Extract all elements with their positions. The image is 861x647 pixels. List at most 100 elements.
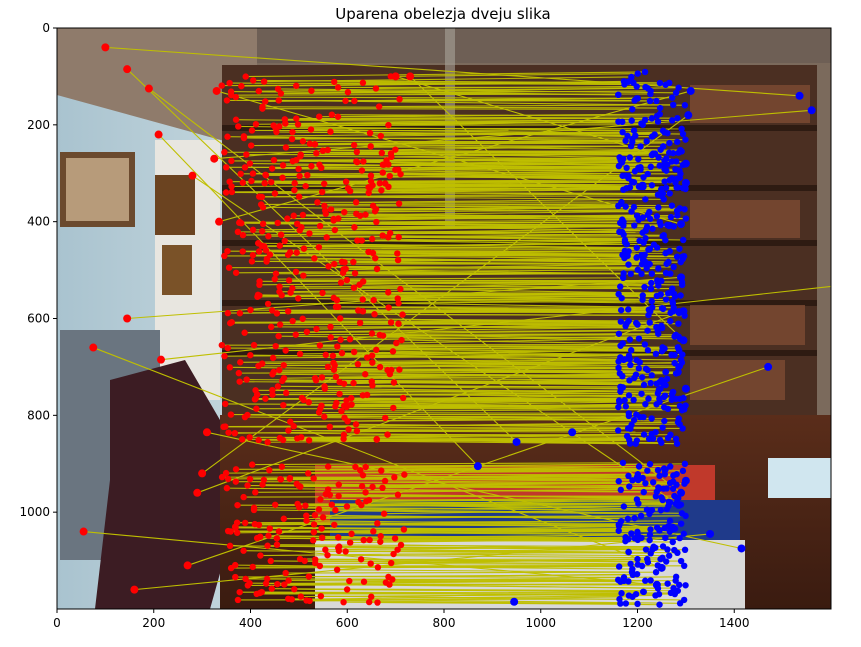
right-keypoint xyxy=(615,162,623,170)
right-keypoint xyxy=(655,265,662,272)
left-keypoint xyxy=(224,344,231,352)
left-keypoint xyxy=(289,128,296,136)
match-line xyxy=(390,73,638,77)
left-keypoint xyxy=(248,127,256,134)
match-line xyxy=(398,169,667,172)
right-keypoint xyxy=(663,558,670,565)
left-keypoint xyxy=(359,296,366,303)
left-keypoint xyxy=(300,245,308,252)
left-keypoint xyxy=(310,475,317,482)
right-keypoint xyxy=(657,507,665,514)
left-keypoint xyxy=(370,296,377,304)
right-keypoint xyxy=(648,182,656,189)
left-keypoint xyxy=(332,373,340,381)
left-keypoint xyxy=(254,240,262,247)
left-keypoint xyxy=(368,330,376,337)
right-keypoint xyxy=(643,264,650,272)
left-keypoint xyxy=(366,598,373,606)
left-keypoint xyxy=(183,561,192,570)
left-keypoint xyxy=(296,172,303,180)
left-keypoint xyxy=(224,475,232,483)
left-keypoint xyxy=(261,179,268,187)
right-keypoint xyxy=(681,159,690,168)
left-keypoint xyxy=(389,348,397,355)
right-keypoint xyxy=(633,212,641,219)
left-keypoint xyxy=(248,177,255,185)
left-keypoint xyxy=(228,188,236,196)
match-line xyxy=(255,489,621,493)
left-keypoint xyxy=(382,414,389,422)
match-line xyxy=(289,478,638,481)
right-keypoint xyxy=(625,472,632,480)
match-line xyxy=(265,249,649,251)
right-keypoint xyxy=(632,132,639,139)
left-keypoint xyxy=(295,193,303,200)
left-keypoint xyxy=(401,471,408,478)
right-keypoint xyxy=(642,480,649,487)
match-line xyxy=(274,277,624,280)
match-line xyxy=(356,151,679,154)
right-keypoint xyxy=(635,463,643,470)
left-keypoint xyxy=(318,402,325,409)
match-line xyxy=(148,88,682,494)
left-keypoint xyxy=(232,466,240,473)
left-keypoint xyxy=(243,376,250,383)
left-keypoint xyxy=(222,189,230,196)
left-keypoint xyxy=(371,208,379,215)
left-keypoint xyxy=(285,277,293,284)
match-line xyxy=(240,358,630,363)
right-keypoint xyxy=(666,139,673,147)
right-keypoint xyxy=(655,204,662,211)
left-keypoint xyxy=(374,599,381,606)
right-keypoint xyxy=(638,562,646,570)
left-keypoint xyxy=(360,578,368,585)
match-line xyxy=(316,324,638,330)
left-keypoint xyxy=(365,497,373,504)
right-keypoint xyxy=(657,555,664,563)
left-keypoint xyxy=(296,555,304,563)
left-keypoint xyxy=(218,82,225,89)
right-keypoint xyxy=(647,308,654,315)
left-keypoint xyxy=(252,395,259,402)
right-keypoint xyxy=(667,317,674,325)
left-keypoint xyxy=(246,475,254,483)
right-keypoint xyxy=(649,479,657,486)
left-keypoint xyxy=(228,319,235,326)
right-keypoint xyxy=(681,178,690,187)
left-keypoint xyxy=(304,171,311,179)
match-line xyxy=(322,534,638,539)
match-line xyxy=(329,494,662,499)
left-keypoint xyxy=(285,427,292,434)
right-keypoint xyxy=(640,381,648,389)
match-line xyxy=(260,551,629,557)
right-keypoint xyxy=(642,196,649,203)
right-keypoint xyxy=(646,319,653,326)
left-keypoint xyxy=(249,226,257,234)
right-keypoint xyxy=(656,104,664,112)
right-keypoint xyxy=(676,245,683,252)
left-keypoint xyxy=(298,394,306,402)
right-keypoint xyxy=(659,305,667,313)
left-keypoint xyxy=(266,525,273,532)
right-keypoint xyxy=(640,588,648,596)
left-keypoint xyxy=(271,190,279,197)
left-keypoint xyxy=(400,526,408,533)
left-keypoint xyxy=(352,199,360,206)
left-keypoint xyxy=(396,366,403,373)
left-keypoint xyxy=(341,259,348,266)
left-keypoint xyxy=(327,206,335,213)
left-keypoint xyxy=(277,231,285,238)
match-line xyxy=(398,236,625,241)
right-keypoint xyxy=(629,106,636,113)
right-keypoint xyxy=(632,440,639,447)
left-keypoint xyxy=(259,481,266,488)
left-keypoint xyxy=(393,339,400,347)
match-line xyxy=(373,299,673,304)
match-line xyxy=(197,310,684,494)
left-keypoint xyxy=(365,248,372,256)
left-keypoint xyxy=(299,138,307,145)
right-keypoint xyxy=(614,427,622,434)
left-keypoint xyxy=(322,207,329,214)
left-keypoint xyxy=(288,135,296,143)
right-keypoint xyxy=(628,530,635,537)
